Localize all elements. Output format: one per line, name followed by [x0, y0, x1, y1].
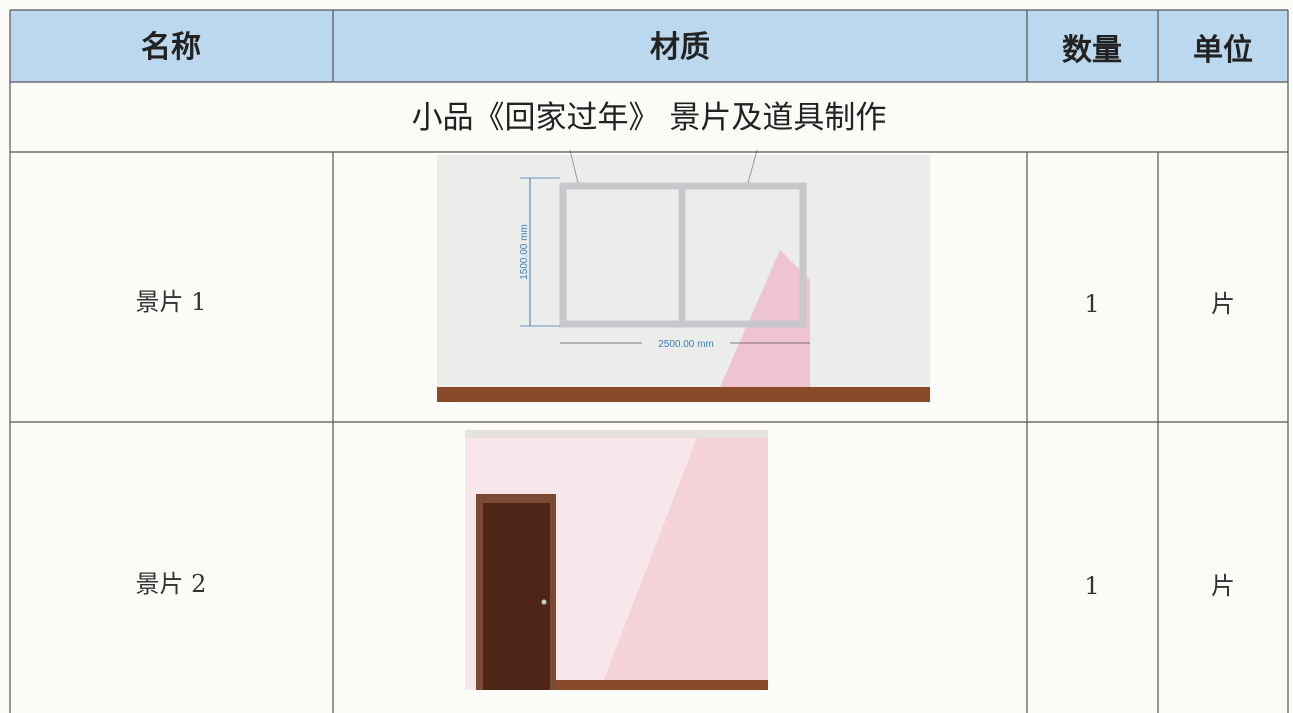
scene-1-drawing: 1500.00 mm 2500.00 mm: [437, 149, 930, 402]
item-unit: 片: [1211, 290, 1235, 318]
item-name: 景片 1: [136, 288, 207, 316]
column-header: 材质: [650, 30, 710, 65]
width-dimension: 2500.00 mm: [658, 339, 714, 350]
item-quantity: 1: [1084, 572, 1099, 600]
column-header: 数量: [1062, 33, 1122, 68]
header-background: [10, 10, 1288, 82]
item-unit: 片: [1211, 572, 1235, 600]
column-header: 单位: [1193, 33, 1253, 68]
section-title: 小品《回家过年》 景片及道具制作: [412, 100, 887, 136]
column-header: 名称: [141, 30, 201, 65]
scene-2-drawing: [465, 430, 768, 690]
height-dimension: 1500.00 mm: [519, 224, 530, 280]
item-quantity: 1: [1084, 290, 1099, 318]
item-name: 景片 2: [136, 570, 207, 598]
